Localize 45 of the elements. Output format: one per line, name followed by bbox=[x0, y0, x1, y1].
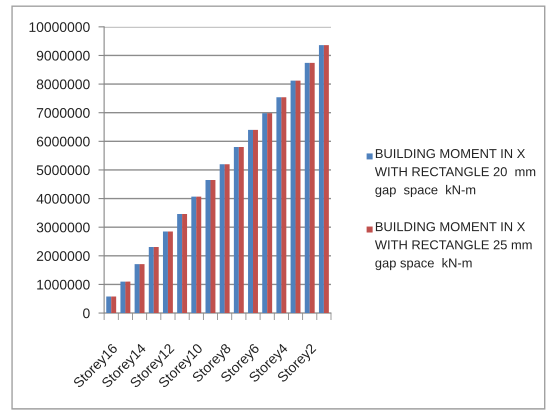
bar bbox=[210, 180, 216, 314]
y-tick-label: 9000000 bbox=[36, 50, 90, 61]
bar bbox=[324, 45, 329, 314]
bar bbox=[154, 246, 159, 314]
bar bbox=[267, 113, 272, 314]
y-tick-label: 2000000 bbox=[36, 251, 90, 261]
bar bbox=[281, 97, 286, 314]
y-tick-label: 8000000 bbox=[36, 79, 90, 90]
bar bbox=[234, 147, 239, 314]
bar bbox=[182, 214, 188, 314]
bar bbox=[290, 80, 296, 314]
y-tick-label: 3000000 bbox=[36, 222, 90, 232]
bar bbox=[224, 164, 230, 314]
bar bbox=[111, 296, 116, 314]
bar bbox=[206, 180, 210, 314]
bar bbox=[120, 282, 126, 314]
bar bbox=[248, 130, 254, 314]
y-tick-label: 6000000 bbox=[36, 136, 90, 146]
y-tick-label: 4000000 bbox=[36, 194, 90, 204]
bar bbox=[220, 164, 225, 314]
bar bbox=[162, 231, 168, 314]
bar bbox=[296, 80, 301, 314]
bar bbox=[106, 296, 112, 314]
bar bbox=[304, 62, 310, 314]
bar bbox=[191, 196, 196, 314]
legend-label: BUILDING MOMENT IN X WITH RECTANGLE 25 mm gap space kN-m bbox=[374, 222, 532, 270]
y-tick-label: 0 bbox=[83, 308, 90, 318]
bar bbox=[168, 231, 173, 314]
bar bbox=[134, 264, 140, 314]
bar bbox=[196, 196, 202, 314]
y-tick-label: 1000000 bbox=[37, 280, 90, 290]
bar bbox=[310, 62, 315, 314]
bar bbox=[177, 214, 182, 314]
bar bbox=[318, 45, 324, 314]
bar bbox=[253, 130, 258, 314]
y-tick-label: 10000000 bbox=[30, 22, 90, 32]
bar bbox=[262, 113, 268, 314]
bar bbox=[125, 282, 130, 314]
y-tick-label: 7000000 bbox=[36, 108, 90, 118]
y-tick-label: 5000000 bbox=[36, 165, 90, 176]
bar bbox=[238, 147, 244, 314]
bar bbox=[148, 246, 154, 314]
bar bbox=[276, 97, 282, 314]
bar bbox=[140, 264, 145, 314]
legend-label: BUILDING MOMENT IN X WITH RECTANGLE 20 mm gap space kN-m bbox=[374, 149, 536, 197]
